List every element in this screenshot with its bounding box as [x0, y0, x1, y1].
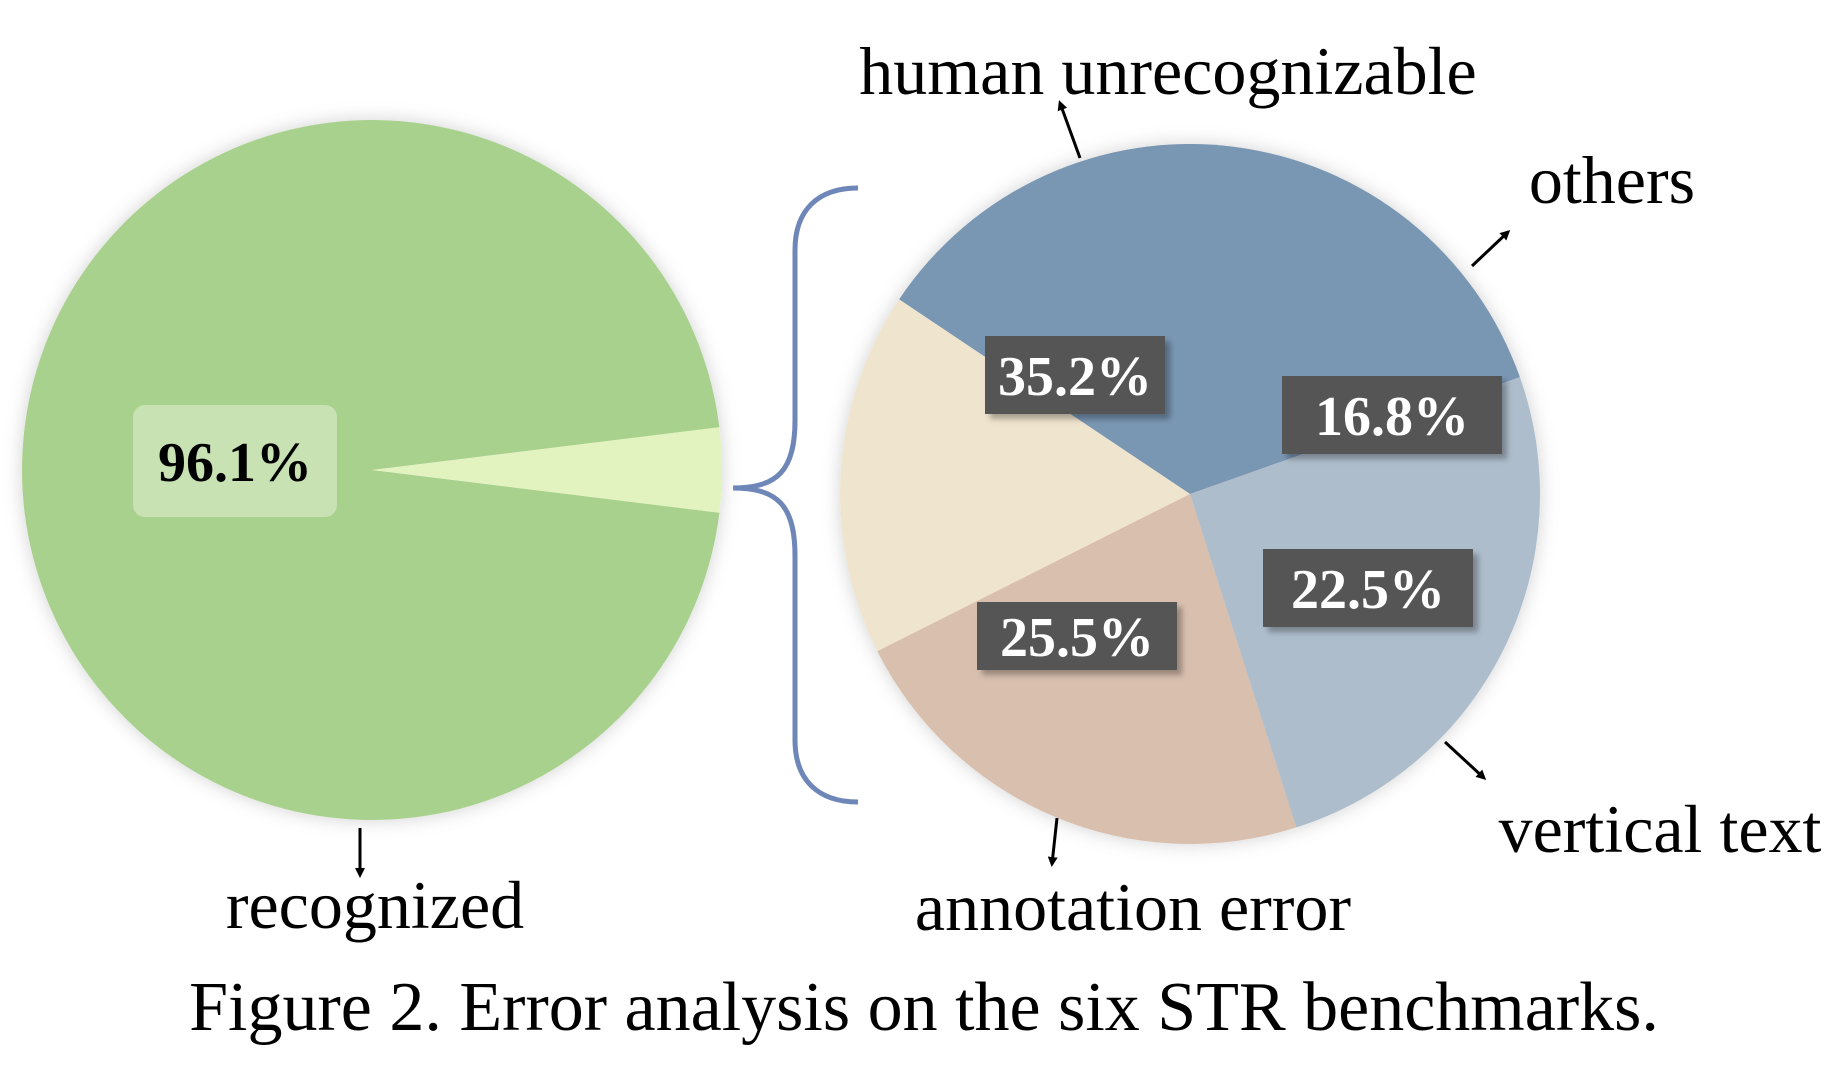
value-label-box-others: [1282, 376, 1502, 454]
pie-slice-others: [839, 299, 1190, 652]
arrow-annotation-error: [1047, 817, 1059, 867]
arrow-human-unrecognizable: [1057, 100, 1082, 159]
brace-connector: [732, 185, 859, 805]
callout-annotation-error: annotation error: [915, 869, 1352, 945]
pie-errors-labels: 35.2% 16.8% 22.5% 25.5%: [977, 336, 1502, 670]
pie-slice-slice-1: [372, 427, 722, 513]
pie-slice-recognized: [21, 119, 720, 820]
callout-human-unrecognizable: human unrecognizable: [859, 33, 1476, 109]
value-label-recognized: 96.1%: [158, 432, 312, 494]
figure-caption: Figure 2. Error analysis on the six STR …: [189, 969, 1659, 1046]
pie-overall-labels: 96.1%: [133, 405, 337, 517]
value-label-others: 16.8%: [1315, 386, 1469, 448]
callout-vertical-text: vertical text: [1499, 791, 1822, 867]
value-label-box-recognized: [133, 405, 337, 517]
arrow-others: [1470, 229, 1511, 268]
callout-recognized: recognized: [226, 867, 524, 943]
pie-errors: [839, 143, 1540, 844]
value-label-box-vertical-text: [1263, 549, 1473, 627]
value-label-human-unrecognizable: 35.2%: [998, 346, 1152, 408]
value-label-vertical-text: 22.5%: [1291, 559, 1445, 621]
value-label-annotation-error: 25.5%: [1000, 607, 1154, 669]
pie-overall: [21, 119, 722, 820]
callout-others: others: [1529, 142, 1695, 218]
value-label-box-human-unrecognizable: [985, 336, 1165, 414]
value-label-box-annotation-error: [977, 602, 1177, 670]
arrow-vertical-text: [1443, 740, 1487, 781]
